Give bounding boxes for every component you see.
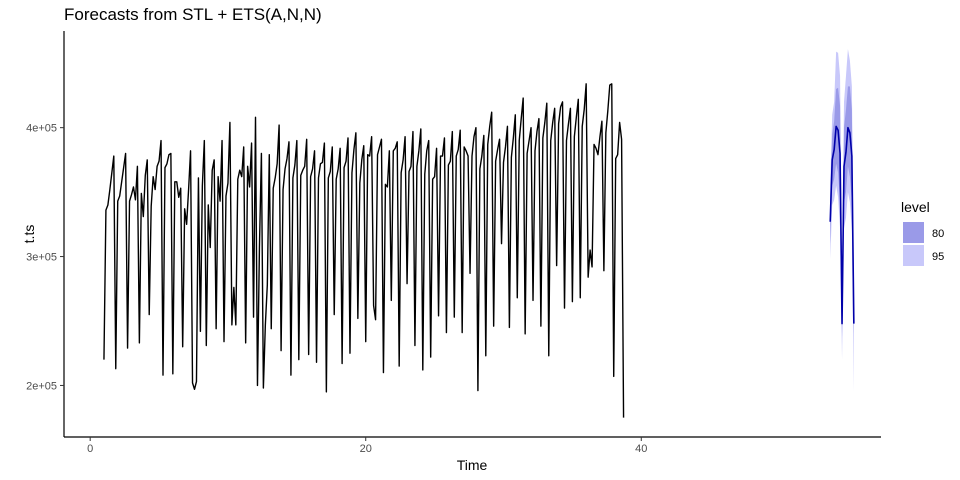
- x-tick-label: 0: [87, 443, 93, 455]
- axes: [63, 31, 881, 438]
- legend-label-95: 95: [932, 251, 944, 263]
- observed-series-line: [103, 83, 625, 418]
- series-lines: [103, 83, 855, 418]
- y-tick-label: 4e+05: [26, 123, 57, 135]
- y-tick-label: 2e+05: [26, 380, 57, 392]
- x-ticks: 0 20 40: [87, 437, 647, 455]
- x-tick-label: 20: [360, 443, 372, 455]
- legend-key-95: [903, 245, 924, 266]
- forecast-band-80: [830, 86, 854, 337]
- y-ticks: 2e+05 3e+05 4e+05: [26, 123, 64, 392]
- x-axis-title: Time: [457, 457, 488, 473]
- legend-label-80: 80: [932, 228, 944, 240]
- y-tick-label: 3e+05: [26, 252, 57, 264]
- legend-title: level: [901, 199, 930, 215]
- y-axis-title: t.ts: [21, 225, 37, 244]
- prediction-intervals: [830, 49, 854, 392]
- chart-title: Forecasts from STL + ETS(A,N,N): [64, 5, 322, 24]
- legend-key-80: [903, 222, 924, 243]
- legend: level 80 95: [901, 199, 944, 266]
- forecast-mean-line: [829, 125, 855, 325]
- x-tick-label: 40: [635, 443, 647, 455]
